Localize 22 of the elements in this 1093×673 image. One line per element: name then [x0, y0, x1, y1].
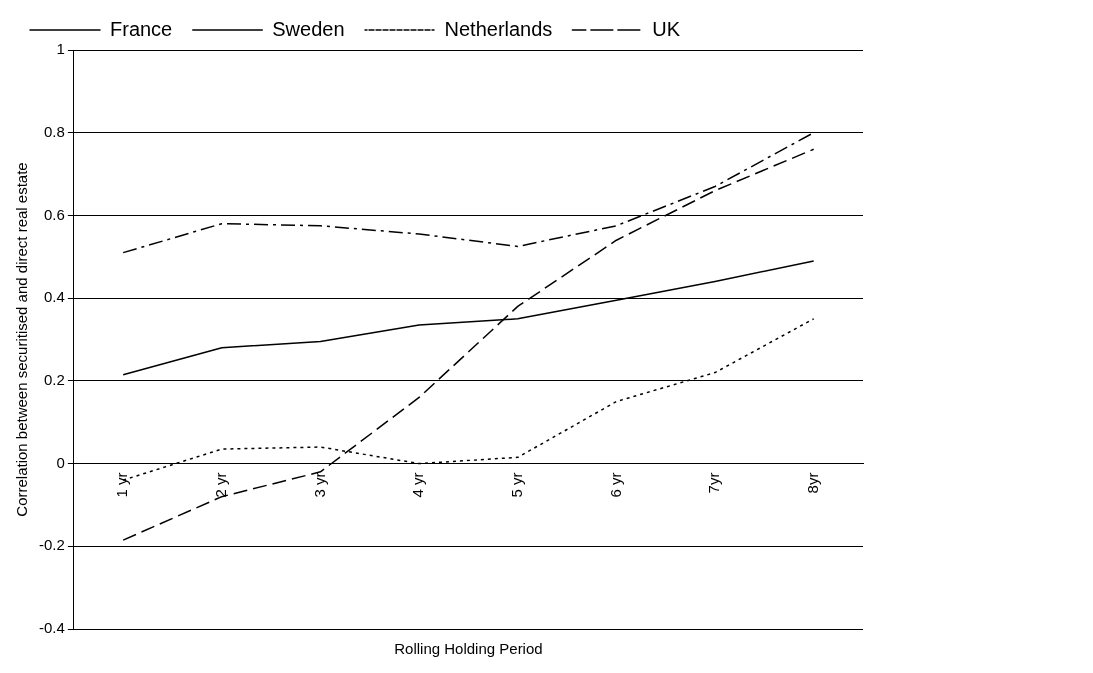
legend-label: Netherlands [444, 17, 553, 40]
y-tick-label: 1 [56, 40, 65, 58]
y-tick-label: 0.6 [43, 205, 65, 223]
legend-label: Sweden [272, 17, 345, 40]
x-tick-label: 7yr [705, 472, 723, 494]
y-tick-label: 0.4 [43, 288, 65, 306]
x-axis-title: Rolling Holding Period [394, 640, 543, 658]
y-tick-label: -0.2 [38, 536, 65, 554]
x-tick-label: 5 yr [507, 472, 525, 498]
y-tick-label: -0.4 [38, 619, 65, 637]
y-axis-title: Correlation between securitised and direct real estate [13, 162, 31, 517]
legend-label: France [110, 17, 173, 40]
y-tick-label: 0.8 [43, 122, 65, 140]
x-tick-label: 2 yr [211, 472, 229, 498]
x-tick-label: 1 yr [113, 472, 131, 498]
y-tick-label: 0 [56, 453, 65, 471]
x-tick-label: 4 yr [409, 472, 427, 498]
x-tick-label: 8yr [803, 472, 821, 494]
x-tick-label: 3 yr [310, 472, 328, 498]
x-tick-label: 6 yr [606, 472, 624, 498]
legend-label: UK [652, 17, 681, 40]
y-tick-label: 0.2 [43, 371, 65, 388]
